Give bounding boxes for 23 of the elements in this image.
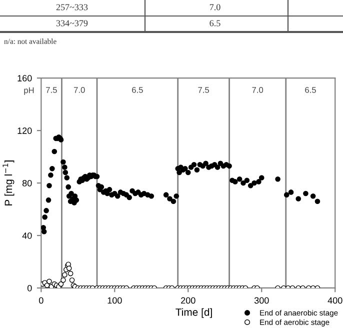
y-tick-label: 160 bbox=[18, 75, 32, 82]
y-tick-label: 80 bbox=[22, 180, 32, 186]
text: pH bbox=[24, 87, 34, 95]
x-tick-label: 300 bbox=[254, 297, 269, 304]
annotation: 7.5 bbox=[46, 87, 57, 93]
x-tick-label: 200 bbox=[181, 297, 196, 304]
annotation: 6.5 bbox=[132, 86, 143, 93]
text: 334~379 bbox=[56, 20, 88, 26]
annotation: 7.0 bbox=[74, 86, 85, 93]
y-axis-title: P [mg l$^{−1}$] bbox=[2, 160, 14, 206]
annotation: 6.5 bbox=[305, 86, 316, 93]
text: 7.0 bbox=[210, 4, 220, 10]
y-tick-label: 0 bbox=[27, 284, 32, 292]
x-tick-label: 400 bbox=[328, 297, 342, 304]
x-tick-label: 0 bbox=[39, 297, 44, 304]
text: 257~333 bbox=[56, 4, 88, 10]
annotation: 7.0 bbox=[252, 86, 264, 93]
annotation: 7.5 bbox=[198, 87, 210, 93]
y-tick-label: 40 bbox=[22, 232, 32, 239]
x-axis-title: Time [d] bbox=[176, 308, 212, 318]
y-tick-label: 120 bbox=[18, 128, 32, 134]
text: 6.5 bbox=[210, 20, 220, 26]
x-tick-label: 100 bbox=[108, 297, 122, 304]
